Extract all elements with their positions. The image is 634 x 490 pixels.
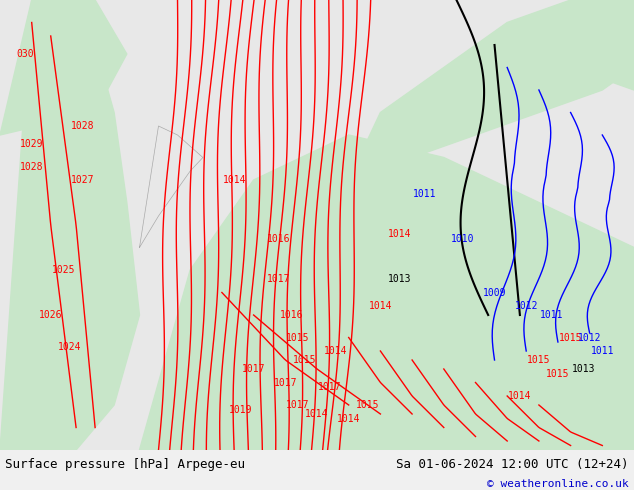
Text: 1013: 1013 <box>571 364 595 374</box>
Text: 1014: 1014 <box>223 175 247 185</box>
Text: 1017: 1017 <box>267 274 291 284</box>
Text: Surface pressure [hPa] Arpege-eu: Surface pressure [hPa] Arpege-eu <box>5 458 245 470</box>
Text: 1017: 1017 <box>318 382 342 392</box>
Text: 1014: 1014 <box>324 346 348 356</box>
Text: 1012: 1012 <box>578 333 602 343</box>
Polygon shape <box>139 135 634 450</box>
Text: 1015: 1015 <box>527 355 551 365</box>
Text: 1015: 1015 <box>559 333 583 343</box>
Text: 1019: 1019 <box>229 405 253 415</box>
Text: 1027: 1027 <box>70 175 94 185</box>
Text: 1010: 1010 <box>451 234 475 244</box>
Text: 1025: 1025 <box>51 265 75 275</box>
Polygon shape <box>349 0 634 180</box>
Text: 1014: 1014 <box>508 391 532 401</box>
Text: Sa 01-06-2024 12:00 UTC (12+24): Sa 01-06-2024 12:00 UTC (12+24) <box>396 458 629 470</box>
Text: 1017: 1017 <box>242 364 266 374</box>
Text: © weatheronline.co.uk: © weatheronline.co.uk <box>488 479 629 489</box>
Text: 1015: 1015 <box>292 355 316 365</box>
Text: 1016: 1016 <box>280 310 304 320</box>
Polygon shape <box>0 0 139 450</box>
Text: 1015: 1015 <box>356 400 380 410</box>
Text: 1009: 1009 <box>482 288 507 297</box>
Text: 1017: 1017 <box>273 377 297 388</box>
Text: 1017: 1017 <box>286 400 310 410</box>
Polygon shape <box>0 0 127 135</box>
Text: 1014: 1014 <box>387 229 411 239</box>
Text: 1014: 1014 <box>368 301 392 311</box>
Text: 1015: 1015 <box>546 368 570 378</box>
Text: 030: 030 <box>16 49 34 59</box>
Text: 1013: 1013 <box>387 274 411 284</box>
Text: 1011: 1011 <box>540 310 564 320</box>
Text: 1024: 1024 <box>58 342 82 351</box>
Text: 1012: 1012 <box>514 301 538 311</box>
Text: 1015: 1015 <box>286 333 310 343</box>
Text: 1026: 1026 <box>39 310 63 320</box>
Text: 1029: 1029 <box>20 139 44 149</box>
Text: 1011: 1011 <box>590 346 614 356</box>
Text: 1014: 1014 <box>337 414 361 423</box>
Text: 1016: 1016 <box>267 234 291 244</box>
Text: 1011: 1011 <box>413 189 437 198</box>
Text: 1028: 1028 <box>70 121 94 131</box>
Text: 1014: 1014 <box>305 409 329 419</box>
Polygon shape <box>571 0 634 90</box>
Text: 1028: 1028 <box>20 162 44 172</box>
